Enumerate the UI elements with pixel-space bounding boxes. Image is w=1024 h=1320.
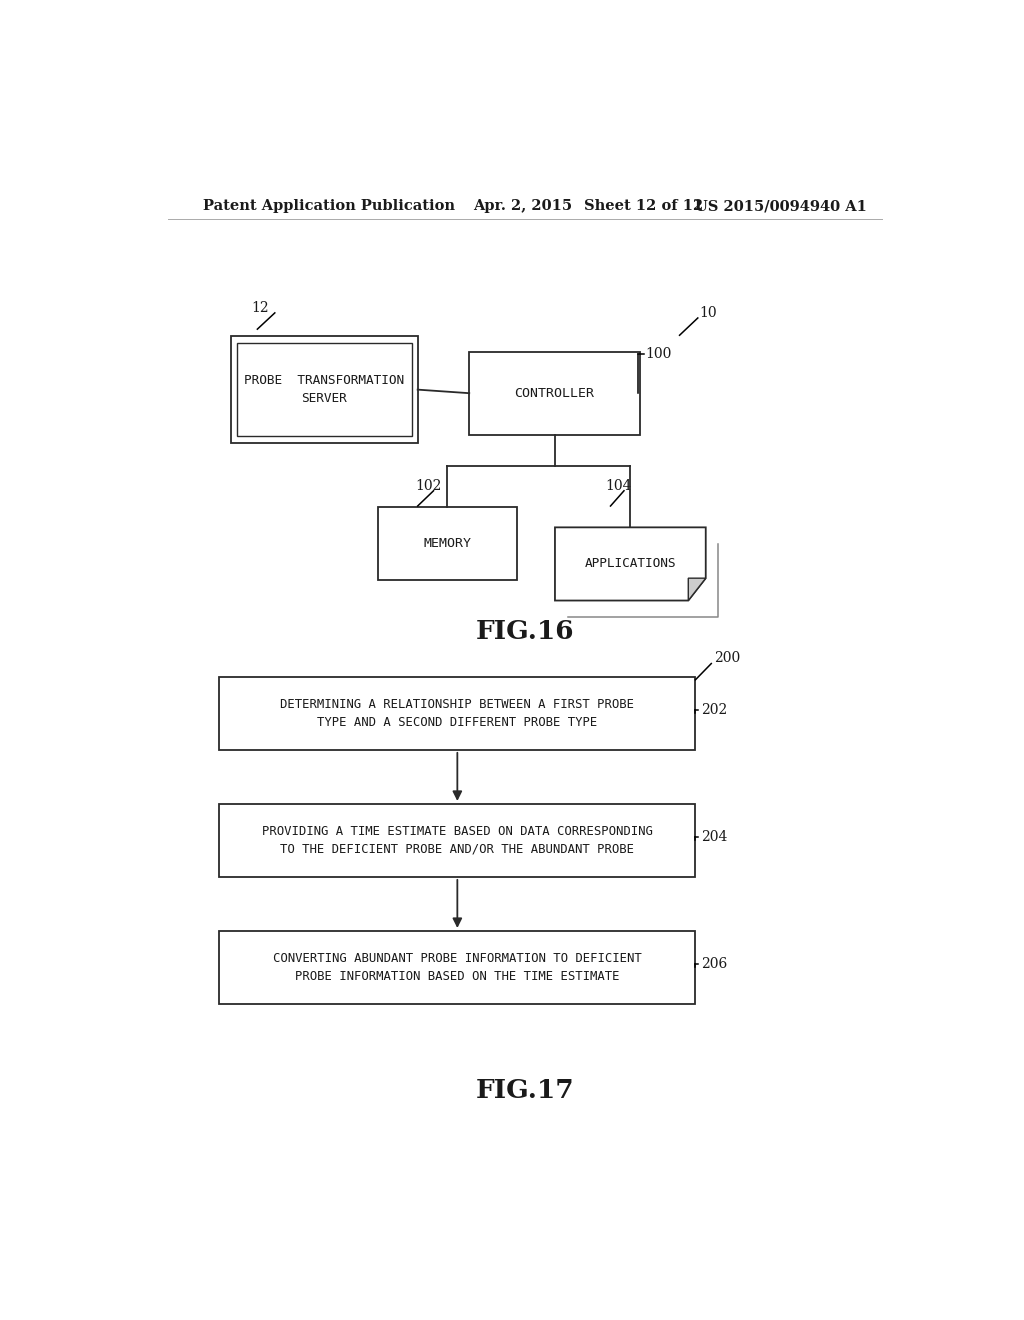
Bar <box>378 507 517 581</box>
Text: PROBE  TRANSFORMATION
SERVER: PROBE TRANSFORMATION SERVER <box>245 374 404 405</box>
Text: 12: 12 <box>251 301 268 314</box>
Polygon shape <box>555 528 706 601</box>
Text: 10: 10 <box>699 306 717 319</box>
Bar <box>219 677 695 750</box>
Bar <box>237 343 412 436</box>
Text: FIG.16: FIG.16 <box>475 619 574 644</box>
Text: US 2015/0094940 A1: US 2015/0094940 A1 <box>695 199 867 213</box>
Text: Sheet 12 of 12: Sheet 12 of 12 <box>585 199 703 213</box>
Text: 100: 100 <box>645 347 672 360</box>
Bar <box>469 351 640 434</box>
Text: 200: 200 <box>714 652 740 665</box>
Text: FIG.17: FIG.17 <box>475 1078 574 1104</box>
Text: Patent Application Publication: Patent Application Publication <box>204 199 456 213</box>
Text: 202: 202 <box>701 704 727 717</box>
Bar <box>219 931 695 1005</box>
Text: 206: 206 <box>701 957 727 972</box>
Polygon shape <box>688 578 706 601</box>
Text: 104: 104 <box>606 479 632 492</box>
Text: MEMORY: MEMORY <box>424 537 471 550</box>
Bar <box>231 337 418 444</box>
Text: DETERMINING A RELATIONSHIP BETWEEN A FIRST PROBE
TYPE AND A SECOND DIFFERENT PRO: DETERMINING A RELATIONSHIP BETWEEN A FIR… <box>281 698 634 729</box>
Text: CONTROLLER: CONTROLLER <box>514 387 595 400</box>
Text: 204: 204 <box>701 830 727 845</box>
Text: CONVERTING ABUNDANT PROBE INFORMATION TO DEFICIENT
PROBE INFORMATION BASED ON TH: CONVERTING ABUNDANT PROBE INFORMATION TO… <box>273 952 642 983</box>
Text: 102: 102 <box>416 479 441 492</box>
Text: Apr. 2, 2015: Apr. 2, 2015 <box>473 199 572 213</box>
Text: APPLICATIONS: APPLICATIONS <box>585 557 676 570</box>
Text: PROVIDING A TIME ESTIMATE BASED ON DATA CORRESPONDING
TO THE DEFICIENT PROBE AND: PROVIDING A TIME ESTIMATE BASED ON DATA … <box>262 825 652 855</box>
Bar <box>219 804 695 876</box>
